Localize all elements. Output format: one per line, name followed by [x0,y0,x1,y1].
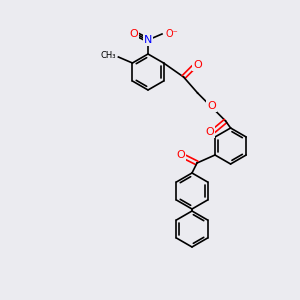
Text: O: O [193,60,202,70]
Text: O: O [205,127,214,137]
Text: O: O [177,150,185,160]
Text: N: N [144,35,152,45]
Text: O: O [207,101,216,111]
Text: CH₃: CH₃ [101,52,116,61]
Text: O⁻: O⁻ [165,29,178,39]
Text: O: O [130,29,138,39]
